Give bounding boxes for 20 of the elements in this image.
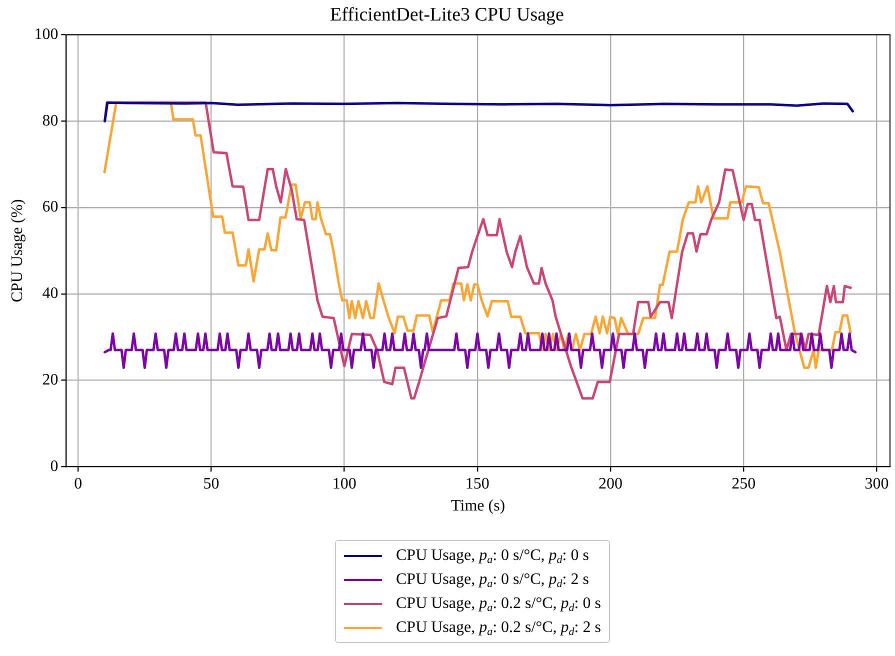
y-tick-label: 80	[42, 112, 58, 130]
y-tick-label: 100	[34, 26, 58, 44]
x-tick-label: 100	[332, 475, 356, 492]
x-tick-label: 300	[864, 475, 889, 492]
x-tick-label: 200	[598, 475, 623, 492]
y-tick-label: 40	[42, 285, 58, 302]
x-tick-label: 150	[465, 475, 490, 492]
x-tick-label: 0	[74, 475, 82, 492]
legend-label: CPU Usage, p$_{a}$: 0 s/°C, p$_{d}$: 0 s	[396, 546, 589, 568]
y-tick-label: 20	[42, 371, 58, 388]
y-axis-title: CPU Usage (%)	[8, 199, 26, 302]
x-tick-label: 250	[732, 475, 756, 492]
legend-label: CPU Usage, p$_{a}$: 0.2 s/°C, p$_{d}$: 2 s	[396, 618, 601, 640]
y-tick-label: 0	[50, 458, 58, 475]
x-axis-title: Time (s)	[451, 498, 506, 515]
legend-label: CPU Usage, p$_{a}$: 0.2 s/°C, p$_{d}$: 0 s	[396, 594, 601, 616]
x-tick-label: 50	[203, 475, 220, 492]
y-tick-label: 60	[42, 198, 58, 216]
chart-title: EfficientDet-Lite3 CPU Usage	[330, 4, 564, 26]
legend-label: CPU Usage, p$_{a}$: 0 s/°C, p$_{d}$: 2 s	[396, 570, 589, 592]
